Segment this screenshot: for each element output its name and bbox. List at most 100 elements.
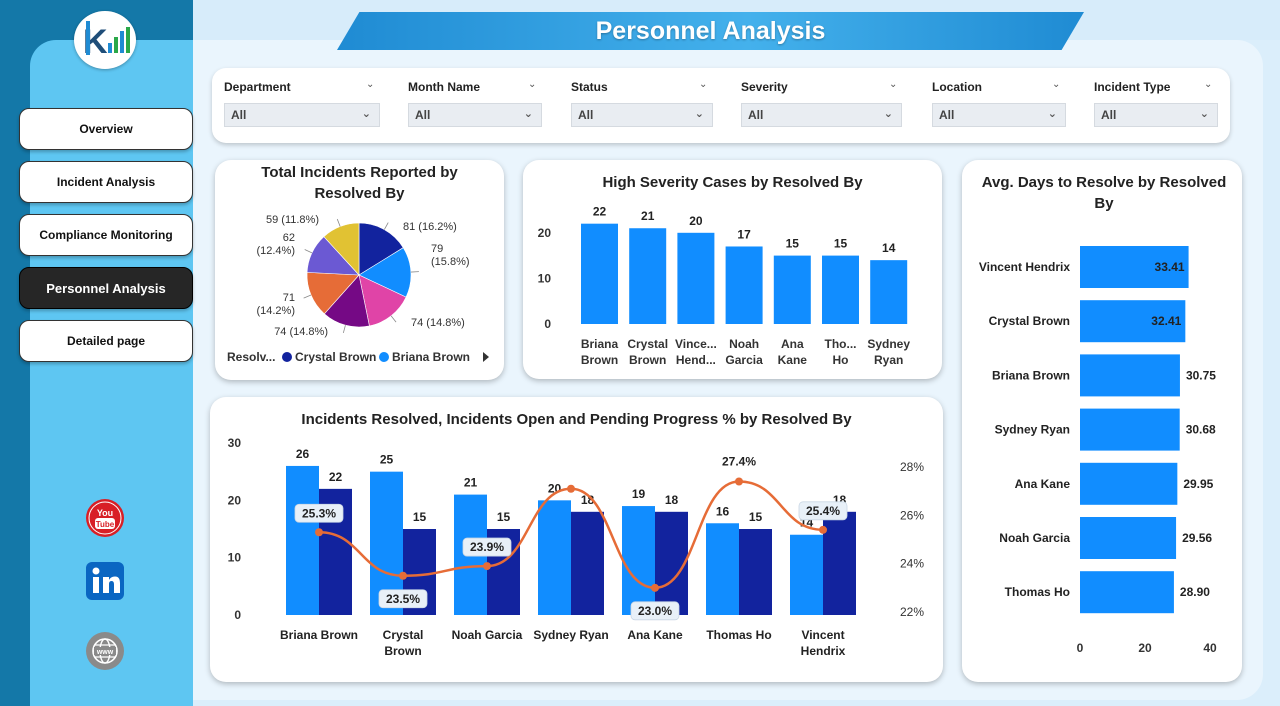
pie-leader-line bbox=[303, 294, 312, 299]
youtube-icon[interactable]: You Tube bbox=[85, 498, 125, 538]
data-label: 15 bbox=[497, 510, 511, 524]
bar-resolved bbox=[706, 523, 739, 615]
dropdown-arrow-icon[interactable]: ⌄ bbox=[523, 108, 533, 120]
bar bbox=[629, 228, 667, 324]
data-label: 26 bbox=[296, 447, 310, 461]
y-tick-label: Ana Kane bbox=[1015, 477, 1071, 491]
nav-compliance-monitoring[interactable]: Compliance Monitoring bbox=[19, 214, 193, 256]
nav-overview[interactable]: Overview bbox=[19, 108, 193, 150]
bar-open bbox=[571, 511, 604, 615]
data-label: 17 bbox=[737, 227, 751, 241]
x-tick-label: Ana Kane bbox=[627, 628, 683, 642]
x-tick-label: Vince... bbox=[675, 337, 717, 351]
svg-text:You: You bbox=[97, 508, 113, 518]
filter-select[interactable]: All ⌄ bbox=[932, 103, 1066, 127]
progress-label-box bbox=[462, 537, 512, 557]
filter-status[interactable]: Status ⌄ All ⌄ bbox=[571, 78, 713, 127]
filter-value: All bbox=[415, 108, 431, 122]
bar-resolved bbox=[286, 465, 319, 615]
avg-days-chart: Vincent Hendrix 33.41 Crystal Brown 32.41 Br… bbox=[979, 246, 1217, 655]
nav-incident-analysis[interactable]: Incident Analysis bbox=[19, 161, 193, 203]
data-label: 22 bbox=[593, 205, 607, 219]
filter-label: Incident Type bbox=[1094, 80, 1171, 94]
chevron-down-icon[interactable]: ⌄ bbox=[1052, 79, 1061, 90]
pie-chart: 81 (16.2%) 79(15.8%) 74 (14.8%) 74 (14.8%) 7… bbox=[227, 214, 489, 364]
progress-point bbox=[399, 571, 407, 580]
combo-chart-title: Incidents Resolved, Incidents Open and P… bbox=[301, 411, 852, 428]
page-title: Personnel Analysis bbox=[337, 12, 1084, 50]
filter-label: Severity bbox=[741, 80, 788, 94]
data-label: 15 bbox=[413, 510, 427, 524]
filter-select[interactable]: All ⌄ bbox=[741, 103, 902, 127]
filter-month-name[interactable]: Month Name ⌄ All ⌄ bbox=[408, 78, 542, 127]
chevron-down-icon[interactable]: ⌄ bbox=[699, 79, 708, 90]
globe-icon[interactable]: www bbox=[85, 631, 125, 671]
pie-leader-line bbox=[342, 325, 346, 334]
progress-point bbox=[567, 484, 575, 493]
pie-leader-line bbox=[383, 222, 389, 230]
x-tick-label: Crystal bbox=[627, 337, 668, 351]
legend-dot bbox=[379, 352, 389, 362]
filter-select[interactable]: All ⌄ bbox=[224, 103, 380, 127]
y-tick-label: Briana Brown bbox=[992, 368, 1070, 382]
dropdown-arrow-icon[interactable]: ⌄ bbox=[361, 108, 371, 120]
high-severity-title: High Severity Cases by Resolved By bbox=[602, 174, 863, 191]
pie-legend-entry: Crystal Brown bbox=[295, 350, 376, 364]
progress-label: 25.4% bbox=[806, 504, 840, 518]
pie-slice bbox=[358, 247, 412, 298]
filter-incident-type[interactable]: Incident Type ⌄ All ⌄ bbox=[1094, 78, 1218, 127]
nav-detailed-page[interactable]: Detailed page bbox=[19, 320, 193, 362]
chevron-down-icon[interactable]: ⌄ bbox=[366, 79, 375, 90]
data-label: 33.41 bbox=[1155, 260, 1185, 274]
filter-value: All bbox=[939, 108, 955, 122]
chevron-down-icon[interactable]: ⌄ bbox=[528, 79, 537, 90]
filter-select[interactable]: All ⌄ bbox=[571, 103, 713, 127]
y-tick-label: 20 bbox=[538, 226, 552, 240]
filter-select[interactable]: All ⌄ bbox=[408, 103, 542, 127]
progress-point bbox=[483, 562, 491, 571]
x-tick-label: Ho bbox=[833, 353, 849, 367]
x-tick-label: 40 bbox=[1203, 641, 1217, 655]
bar-open bbox=[739, 529, 772, 615]
data-label: 19 bbox=[632, 487, 646, 501]
nav-personnel-analysis[interactable]: Personnel Analysis bbox=[19, 267, 193, 309]
bar bbox=[1080, 300, 1186, 343]
pie-data-label: 59 (11.8%) bbox=[266, 214, 319, 226]
pie-data-label: (12.4%) bbox=[256, 245, 295, 257]
progress-label-box bbox=[798, 501, 848, 521]
filter-location[interactable]: Location ⌄ All ⌄ bbox=[932, 78, 1066, 127]
high-severity-chart: 0 10 20 22 Briana Brown 21 Crystal Brown 20 Vince.… bbox=[538, 205, 911, 367]
pie-data-label: (14.2%) bbox=[256, 305, 295, 317]
chevron-down-icon[interactable]: ⌄ bbox=[1204, 79, 1213, 90]
y-tick-label: 10 bbox=[538, 271, 552, 285]
x-tick-label: Kane bbox=[778, 353, 808, 367]
dropdown-arrow-icon[interactable]: ⌄ bbox=[1199, 108, 1209, 120]
dropdown-arrow-icon[interactable]: ⌄ bbox=[694, 108, 704, 120]
bar-open bbox=[655, 511, 688, 615]
y-tick-label: Sydney Ryan bbox=[995, 423, 1070, 437]
x-tick-label: Crystal bbox=[383, 628, 424, 642]
pie-data-label: (15.8%) bbox=[431, 256, 470, 268]
pie-slice bbox=[358, 222, 404, 276]
bar bbox=[773, 255, 811, 324]
combo-chart: 0 10 20 30 22% 24% 26% 28% 26 22 Briana Brown 25 15 C… bbox=[228, 436, 925, 658]
dropdown-arrow-icon[interactable]: ⌄ bbox=[1047, 108, 1057, 120]
dropdown-arrow-icon[interactable]: ⌄ bbox=[883, 108, 893, 120]
x-tick-label: Tho... bbox=[825, 337, 857, 351]
filter-label: Status bbox=[571, 80, 608, 94]
filter-select[interactable]: All ⌄ bbox=[1094, 103, 1218, 127]
filter-value: All bbox=[748, 108, 764, 122]
filter-value: All bbox=[231, 108, 247, 122]
pie-data-label: 79 bbox=[431, 243, 443, 255]
data-label: 16 bbox=[716, 504, 730, 518]
linkedin-icon[interactable] bbox=[85, 561, 125, 601]
filter-severity[interactable]: Severity ⌄ All ⌄ bbox=[741, 78, 902, 127]
pie-data-label: 74 (14.8%) bbox=[411, 317, 465, 329]
progress-label-box bbox=[294, 503, 344, 523]
pie-chart-card: Total Incidents Reported by Resolved By … bbox=[215, 160, 504, 380]
chevron-down-icon[interactable]: ⌄ bbox=[889, 79, 898, 90]
data-label: 32.41 bbox=[1151, 314, 1181, 328]
filter-department[interactable]: Department ⌄ All ⌄ bbox=[224, 78, 380, 127]
x-tick-label: Briana Brown bbox=[280, 628, 358, 642]
legend-dot bbox=[282, 352, 292, 362]
